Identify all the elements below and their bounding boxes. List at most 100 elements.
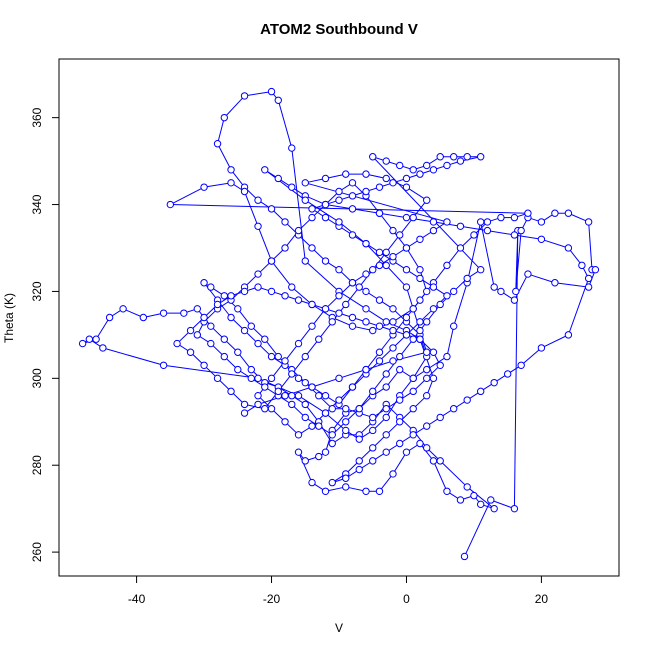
data-point	[281, 244, 289, 252]
series-segment	[365, 243, 387, 266]
y-axis: 260 280 300 320 340 360	[30, 107, 59, 562]
data-point	[281, 418, 289, 426]
data-point	[443, 161, 451, 170]
data-point	[267, 205, 276, 213]
data-point	[159, 361, 168, 369]
data-point	[375, 248, 384, 257]
data-point	[423, 444, 431, 452]
y-tick-label: 340	[30, 194, 44, 214]
data-point	[355, 435, 363, 443]
series-segment	[311, 377, 340, 388]
series-segment	[466, 486, 495, 510]
data-point	[470, 231, 478, 239]
data-point	[389, 326, 397, 335]
data-point	[382, 261, 390, 270]
data-point	[396, 365, 404, 374]
series-segment	[271, 260, 293, 288]
data-point	[382, 413, 390, 422]
data-point	[105, 313, 114, 322]
data-point	[497, 213, 505, 222]
data-point	[409, 166, 417, 174]
series-segment	[392, 308, 414, 323]
series-segment	[412, 356, 428, 379]
data-point	[240, 187, 249, 196]
data-point	[416, 439, 424, 448]
data-point	[402, 174, 411, 183]
data-point	[335, 196, 343, 204]
series-segment	[588, 221, 593, 270]
data-point	[227, 292, 235, 300]
data-point	[423, 374, 431, 383]
data-point	[342, 483, 350, 491]
data-point	[308, 322, 316, 330]
data-point	[180, 309, 188, 317]
data-point	[517, 226, 525, 235]
x-tick-label: -20	[263, 592, 281, 606]
data-point	[375, 261, 384, 270]
data-point	[342, 418, 350, 426]
series-segment	[257, 226, 272, 262]
data-point	[423, 348, 431, 356]
data-point	[85, 335, 94, 343]
series-segment	[379, 212, 407, 219]
data-point	[315, 335, 323, 343]
data-point	[524, 270, 532, 278]
x-axis-label: V	[335, 621, 343, 635]
data-point	[348, 192, 357, 200]
data-point	[449, 287, 458, 296]
data-point	[301, 400, 309, 409]
data-point	[247, 322, 255, 330]
data-point	[274, 387, 282, 396]
data-point	[254, 270, 262, 278]
data-point	[490, 283, 498, 291]
x-tick-label: -40	[128, 592, 146, 606]
data-point	[389, 179, 397, 187]
data-point	[436, 413, 444, 422]
series-segment	[490, 499, 515, 510]
data-point	[463, 153, 471, 161]
data-point	[261, 405, 269, 413]
series-segment	[203, 182, 232, 188]
data-point	[389, 305, 397, 313]
data-point	[247, 374, 255, 383]
data-point	[274, 352, 282, 361]
data-point	[470, 491, 478, 500]
data-point	[261, 335, 269, 343]
data-point	[240, 409, 249, 417]
data-point	[389, 318, 397, 326]
data-point	[476, 266, 485, 274]
data-point	[213, 140, 222, 148]
series-segment	[412, 308, 421, 331]
data-point	[456, 496, 465, 504]
data-point	[510, 296, 519, 304]
data-point	[463, 274, 471, 283]
data-point	[382, 405, 390, 413]
data-point	[402, 283, 411, 291]
data-point	[517, 361, 525, 369]
data-point	[274, 96, 282, 104]
data-point	[321, 213, 330, 222]
series-segment	[515, 230, 522, 292]
data-point	[207, 339, 215, 348]
data-point	[92, 335, 100, 343]
data-point	[294, 392, 303, 400]
series-segment	[264, 169, 306, 201]
series-segment	[95, 317, 111, 340]
data-point	[429, 305, 438, 313]
y-tick-label: 320	[30, 281, 44, 301]
data-point	[456, 222, 465, 230]
data-point	[308, 205, 316, 213]
data-point	[200, 279, 208, 287]
data-point	[342, 300, 350, 309]
data-point	[490, 504, 498, 513]
data-point	[416, 266, 424, 274]
y-tick-label: 260	[30, 542, 44, 562]
series-segment	[311, 304, 333, 318]
data-point	[328, 431, 336, 439]
data-point	[423, 392, 431, 400]
data-point	[207, 322, 215, 330]
y-axis-label: Theta (K)	[2, 293, 16, 343]
data-point	[510, 213, 519, 222]
data-point	[308, 383, 316, 391]
data-point	[99, 344, 107, 352]
